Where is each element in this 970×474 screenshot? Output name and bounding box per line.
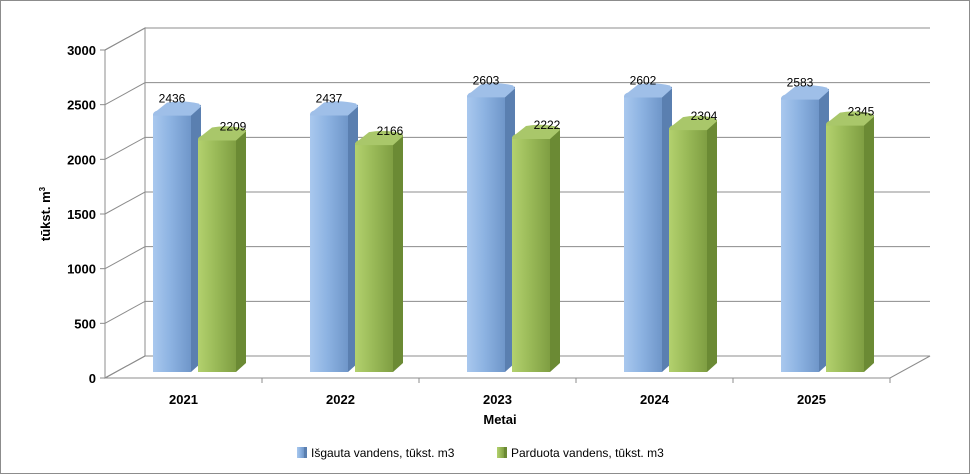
bar-front xyxy=(512,137,550,372)
x-tick-label: 2024 xyxy=(640,392,670,407)
bar-side xyxy=(550,128,560,372)
data-label: 2436 xyxy=(159,92,186,106)
bar-top xyxy=(512,124,560,140)
legend-swatch xyxy=(297,447,304,458)
data-label: 2166 xyxy=(377,124,404,138)
y-tick-label: 2500 xyxy=(67,98,96,113)
bar xyxy=(153,101,201,372)
data-label: 2304 xyxy=(691,109,718,123)
legend-item: Parduota vandens, tūkst. m3 xyxy=(497,446,664,460)
legend-swatch-side xyxy=(304,447,307,458)
legend-swatch xyxy=(497,447,504,458)
bar-front xyxy=(624,95,662,373)
bar-side xyxy=(864,114,874,372)
x-axis-ticks: 2021 2022 2023 2024 2025 xyxy=(105,377,891,407)
bar-front xyxy=(355,143,393,372)
bar xyxy=(781,85,829,372)
y-tick-label: 1000 xyxy=(67,262,96,277)
data-label: 2222 xyxy=(534,118,561,132)
bar-side xyxy=(236,129,246,372)
y-tick-label: 3000 xyxy=(67,43,96,58)
data-label: 2603 xyxy=(473,73,500,87)
data-label: 2209 xyxy=(220,119,247,133)
bar-front xyxy=(153,113,191,372)
bar xyxy=(355,130,403,372)
x-tick-label: 2021 xyxy=(169,392,198,407)
bar xyxy=(826,111,874,372)
bar-front xyxy=(198,138,236,372)
bar xyxy=(310,101,358,373)
bar-top xyxy=(624,83,672,98)
legend: Išgauta vandens, tūkst. m3 Parduota vande… xyxy=(297,446,664,460)
y-tick-label: 1500 xyxy=(67,207,96,222)
x-tick-label: 2025 xyxy=(797,392,826,407)
y-tick-label: 0 xyxy=(89,371,96,386)
bar xyxy=(669,115,717,372)
bar-top xyxy=(153,101,201,116)
y-tick-label: 500 xyxy=(74,316,96,331)
bar xyxy=(624,83,672,373)
data-label: 2345 xyxy=(848,105,875,119)
bar xyxy=(512,124,560,372)
bar-front xyxy=(669,128,707,372)
bar-top xyxy=(310,101,358,116)
bars: 2436 2209 2437 2166 2603 2222 2602 2304 2583 2345 xyxy=(153,73,875,373)
bar-side xyxy=(707,119,717,372)
bar-front xyxy=(781,97,819,372)
y-axis-title: tūkst. m3 xyxy=(38,186,53,241)
y-tick-label: 2000 xyxy=(67,152,96,167)
bar-top xyxy=(198,126,246,141)
bar-top xyxy=(781,85,829,100)
bar-top xyxy=(826,111,874,126)
gridline xyxy=(104,82,930,106)
bar-top xyxy=(669,115,717,131)
data-label: 2437 xyxy=(316,92,343,106)
legend-label: Parduota vandens, tūkst. m3 xyxy=(511,446,664,460)
bar xyxy=(467,83,515,372)
bar-front xyxy=(310,113,348,373)
x-axis-title: Metai xyxy=(483,412,516,427)
bar-top xyxy=(467,83,515,98)
bar-side xyxy=(393,134,403,372)
bar-front xyxy=(826,123,864,372)
bar xyxy=(198,126,246,372)
x-tick-label: 2022 xyxy=(326,392,355,407)
data-label: 2583 xyxy=(787,76,814,90)
legend-swatch-side xyxy=(504,447,507,458)
legend-item: Išgauta vandens, tūkst. m3 xyxy=(297,446,455,460)
gridline xyxy=(104,27,930,51)
x-tick-label: 2023 xyxy=(483,392,512,407)
data-label: 2602 xyxy=(630,74,657,88)
bar-top xyxy=(355,130,403,146)
legend-label: Išgauta vandens, tūkst. m3 xyxy=(311,446,455,460)
bar-front xyxy=(467,95,505,372)
y-axis-ticks: 0 500 1000 1500 2000 2500 3000 xyxy=(67,43,106,386)
